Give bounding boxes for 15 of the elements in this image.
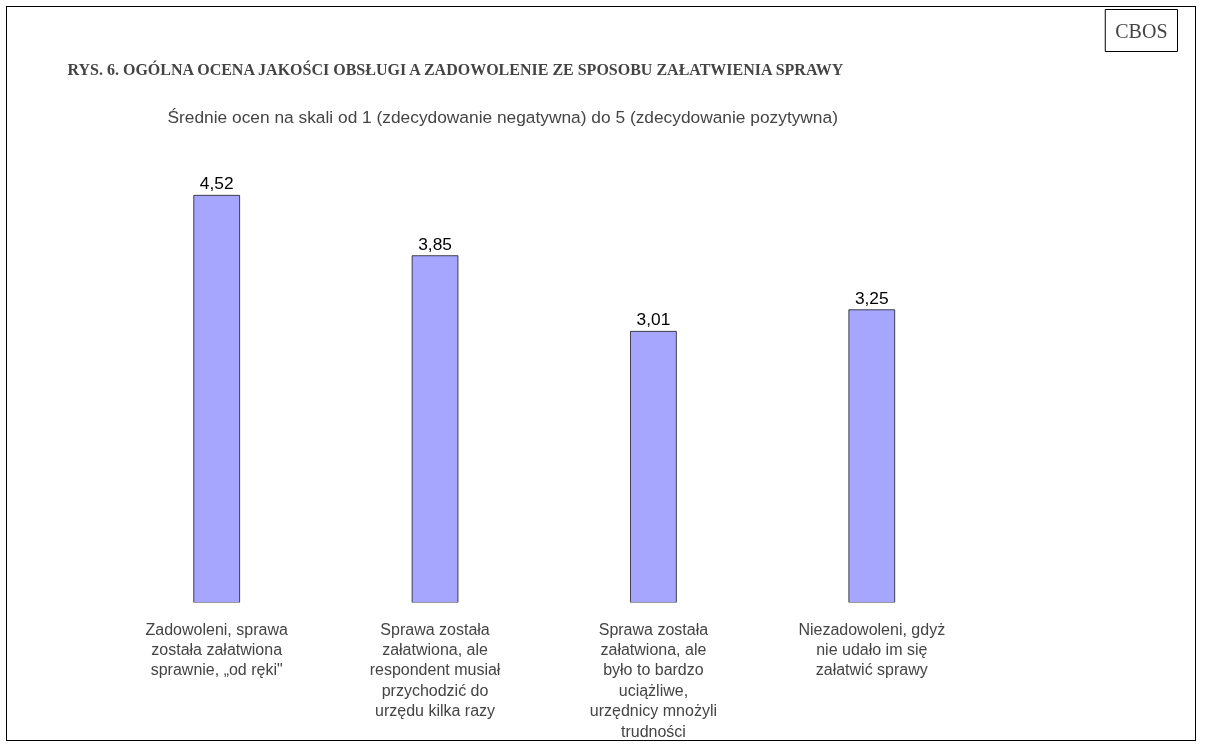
bar: [848, 309, 896, 603]
text: CBOS: [1115, 19, 1168, 42]
x-tick-label: Niezadowoleni, gdyż nie udało im się załatwić sprawy: [798, 620, 946, 679]
data-label: 3,85: [418, 233, 452, 254]
bar: [630, 331, 677, 603]
bar: [193, 195, 240, 603]
data-label: 3,25: [854, 287, 889, 308]
bar: [411, 255, 459, 603]
chart-subtitle: Średnie ocen na skali od 1 (zdecydowanie negatywna) do 5 (zdecydowanie pozytywna): [167, 106, 838, 127]
x-tick-label: Zadowoleni, sprawa została załatwiona sprawnie, „od ręki": [145, 620, 288, 679]
x-tick-label: Sprawa została załatwiona, ale było to bardzo uciążliwe, urzędnicy mnożyli trudności: [589, 620, 717, 740]
data-label: 3,01: [636, 309, 671, 330]
x-tick-label: Sprawa została załatwiona, ale respondent musiał przychodzić do urzędu kilka razy: [369, 620, 501, 720]
data-label: 4,52: [199, 173, 234, 194]
chart-title: RYS. 6. OGÓLNA OCENA JAKOŚCI OBSŁUGI A ZADOWOLENIE ZE SPOSOBU ZAŁATWIENIA SPRAWY: [67, 59, 844, 78]
